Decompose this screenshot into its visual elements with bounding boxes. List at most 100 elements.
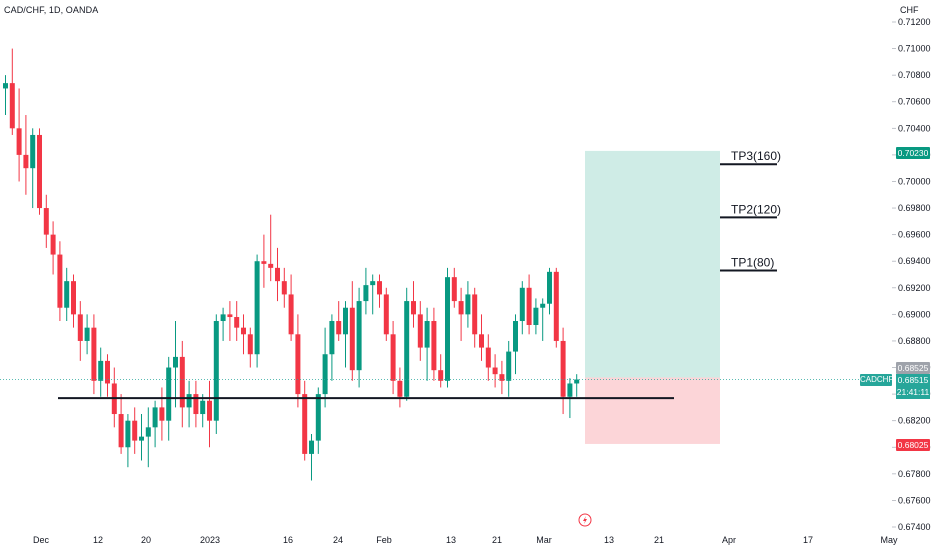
tp2-label: TP2(120) <box>731 202 781 216</box>
target-zone <box>585 150 720 378</box>
candle-body <box>152 407 158 428</box>
candle-body <box>390 334 396 381</box>
candle-body <box>424 321 430 348</box>
candle-body <box>547 271 552 304</box>
x-tick-label: 13 <box>446 535 456 545</box>
candle-body <box>64 281 70 308</box>
candle-body <box>247 334 253 355</box>
last-price-badge: 0.68515 21:41:11 <box>896 374 930 399</box>
y-tick-label: 0.70800 <box>898 70 931 80</box>
candle-body <box>458 301 464 315</box>
y-tick-label: 0.69800 <box>898 203 931 213</box>
candle-body <box>431 321 437 371</box>
candle-body <box>43 208 49 235</box>
x-tick-label: 17 <box>803 535 813 545</box>
candle-body <box>336 321 342 335</box>
candle-body <box>309 440 314 454</box>
candle-body <box>268 263 274 268</box>
candle-body <box>411 301 416 315</box>
y-tick-label: 0.67400 <box>898 522 931 532</box>
x-tick-label: 21 <box>492 535 502 545</box>
x-tick-label: Feb <box>376 535 392 545</box>
position-zones <box>585 150 720 444</box>
candle-body <box>383 294 389 335</box>
candle-body <box>275 267 280 282</box>
candle-body <box>186 394 192 408</box>
candle-body <box>254 261 260 355</box>
candle-body <box>451 277 457 302</box>
y-tick-label: 0.70600 <box>898 97 931 107</box>
candle-body <box>207 400 212 421</box>
currency-label: CHF <box>900 5 919 15</box>
candlestick-series <box>3 48 580 481</box>
candle-body <box>281 281 287 295</box>
candle-body <box>173 356 178 368</box>
y-tick-label: 0.69600 <box>898 230 931 240</box>
candle-body <box>57 254 63 308</box>
candle-body <box>139 436 144 441</box>
y-tick-label: 0.71000 <box>898 44 931 54</box>
y-tick-label: 0.67600 <box>898 495 931 505</box>
y-tick-label: 0.67800 <box>898 469 931 479</box>
target-price-badge: 0.70230 <box>896 147 930 159</box>
candle-body <box>213 321 219 421</box>
entry-price-badge: 0.68525 <box>896 362 930 374</box>
candle-body <box>540 303 546 308</box>
candle-body <box>417 314 423 348</box>
candle-body <box>227 314 233 318</box>
x-tick-label: Mar <box>536 535 552 545</box>
candle-body <box>288 294 294 335</box>
candle-body <box>485 347 491 368</box>
candle-body <box>295 334 301 395</box>
candle-body <box>234 317 240 328</box>
candle-body <box>159 407 165 421</box>
candle-body <box>118 414 124 448</box>
bar-countdown: 21:41:11 <box>896 387 930 397</box>
candle-body <box>343 307 348 335</box>
time-axis[interactable]: Dec 12 20 2023 16 24 Feb 13 21 Mar 13 21 Apr 17 May <box>33 535 898 545</box>
candle-body <box>30 134 36 169</box>
candle-body <box>553 271 559 341</box>
candle-body <box>315 394 321 441</box>
candle-body <box>438 370 444 381</box>
tp1-label: TP1(80) <box>731 256 774 270</box>
chart-overlays: TP1(80) TP2(120) TP3(160) <box>0 149 890 527</box>
candle-body <box>193 394 199 415</box>
events-icon <box>578 513 592 527</box>
y-tick-label: 0.68800 <box>898 336 931 346</box>
candle-body <box>397 380 403 397</box>
candle-body <box>349 307 355 371</box>
candle-body <box>50 234 56 255</box>
candle-body <box>574 379 580 384</box>
candle-body <box>465 294 471 315</box>
candle-body <box>220 314 226 322</box>
stop-zone <box>585 377 720 444</box>
candle-body <box>179 356 185 408</box>
candle-body <box>404 301 410 397</box>
candle-body <box>261 261 267 264</box>
y-tick-label: 0.71200 <box>898 17 931 27</box>
candle-body <box>132 420 138 441</box>
y-tick-label: 0.70000 <box>898 176 931 186</box>
candle-body <box>519 287 525 322</box>
candle-body <box>445 277 450 381</box>
symbol-price-badge: CADCHF <box>860 374 894 386</box>
candle-body <box>166 367 172 421</box>
candle-body <box>479 334 484 348</box>
y-tick-label: 0.69400 <box>898 256 931 266</box>
x-tick-label: 2023 <box>200 535 220 545</box>
candle-body <box>105 360 110 384</box>
candle-body <box>526 287 532 325</box>
price-axis[interactable]: 0.71200 0.71000 0.70800 0.70600 0.70400 0.702… <box>892 17 931 532</box>
candle-body <box>370 281 376 286</box>
x-tick-label: 21 <box>654 535 664 545</box>
x-tick-label: Apr <box>722 535 736 545</box>
candle-body <box>145 427 151 437</box>
y-tick-label: 0.68200 <box>898 416 931 426</box>
lightning-icon <box>583 516 587 524</box>
candle-body <box>241 327 246 335</box>
candle-body <box>560 340 566 397</box>
x-tick-label: May <box>880 535 898 545</box>
candle-body <box>91 327 97 381</box>
